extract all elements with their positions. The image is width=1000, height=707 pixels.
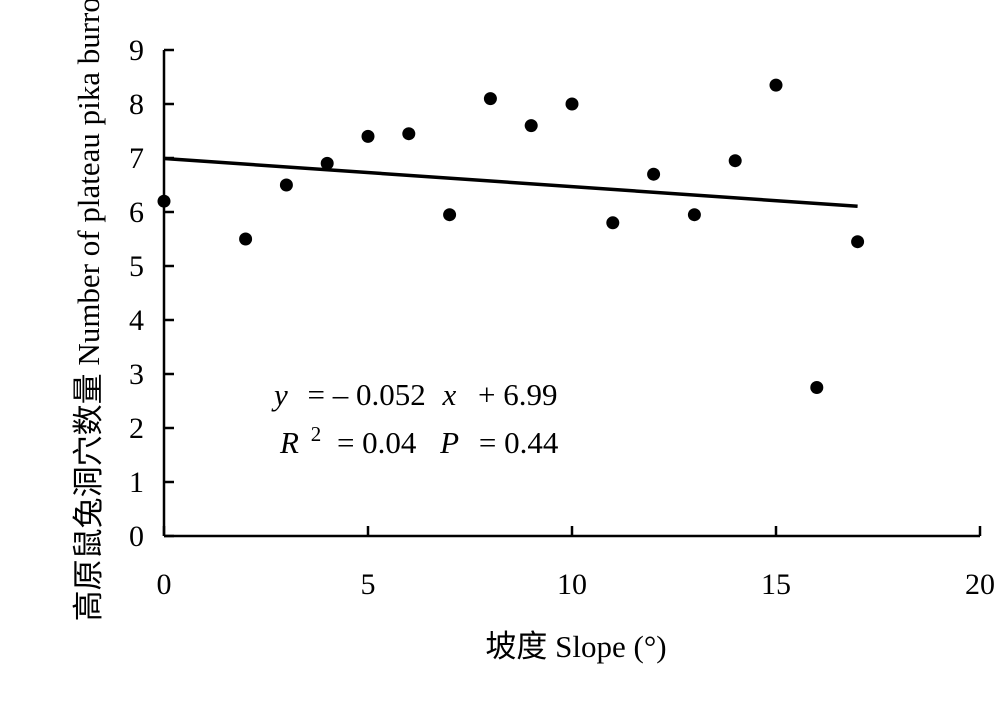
- stats-p-value: = 0.44: [479, 425, 559, 460]
- y-axis-ticks: 0 1 2 3 4 5 6 7 8 9: [129, 34, 174, 553]
- y-axis-title: 高原鼠兔洞穴数量 Number of plateau pika burrows: [71, 0, 106, 621]
- data-point: [402, 127, 416, 141]
- data-point: [524, 119, 538, 133]
- x-tick-label: 0: [157, 568, 172, 601]
- data-point: [606, 216, 620, 230]
- y-tick-label: 5: [129, 250, 144, 283]
- data-point: [320, 156, 334, 170]
- regression-equation: y = – 0.052 x + 6.99: [271, 377, 558, 412]
- data-point: [443, 208, 457, 222]
- data-point: [361, 129, 375, 143]
- data-point: [728, 154, 742, 168]
- x-axis-ticks: 0 5 10 15 20: [157, 526, 995, 601]
- equation-slope: = – 0.052: [308, 377, 426, 412]
- data-point: [279, 178, 293, 192]
- y-tick-label: 9: [129, 34, 144, 67]
- equation-y: y: [271, 377, 288, 412]
- data-point: [239, 232, 253, 246]
- data-points: [157, 78, 865, 394]
- x-tick-label: 20: [965, 568, 995, 601]
- y-tick-label: 2: [129, 412, 144, 445]
- stats-r-superscript: 2: [311, 422, 322, 446]
- x-tick-label: 10: [557, 568, 587, 601]
- data-point: [483, 92, 497, 106]
- stats-r: R: [279, 425, 299, 460]
- data-point: [810, 381, 824, 394]
- equation-x: x: [442, 377, 457, 412]
- regression-stats: R 2 = 0.04 P = 0.44: [279, 413, 559, 460]
- x-tick-label: 5: [361, 568, 376, 601]
- data-point: [157, 194, 171, 208]
- y-tick-label: 0: [129, 520, 144, 553]
- y-tick-label: 4: [129, 304, 144, 337]
- data-point: [565, 97, 579, 111]
- y-tick-label: 6: [129, 196, 144, 229]
- trend-line-group: [163, 156, 858, 209]
- axes: [162, 50, 980, 538]
- y-tick-label: 1: [129, 466, 144, 499]
- data-point: [769, 78, 783, 92]
- trend-line: [163, 156, 858, 209]
- y-tick-label: 3: [129, 358, 144, 391]
- data-point: [851, 235, 865, 249]
- x-axis-title: 坡度 Slope (°): [485, 629, 666, 664]
- x-tick-label: 15: [761, 568, 791, 601]
- y-tick-label: 7: [129, 142, 144, 175]
- stats-p: P: [439, 425, 459, 460]
- y-tick-label: 8: [129, 88, 144, 121]
- data-point: [687, 208, 701, 222]
- equation-intercept: + 6.99: [478, 377, 557, 412]
- stats-r-value: = 0.04: [337, 425, 417, 460]
- data-point: [647, 167, 661, 181]
